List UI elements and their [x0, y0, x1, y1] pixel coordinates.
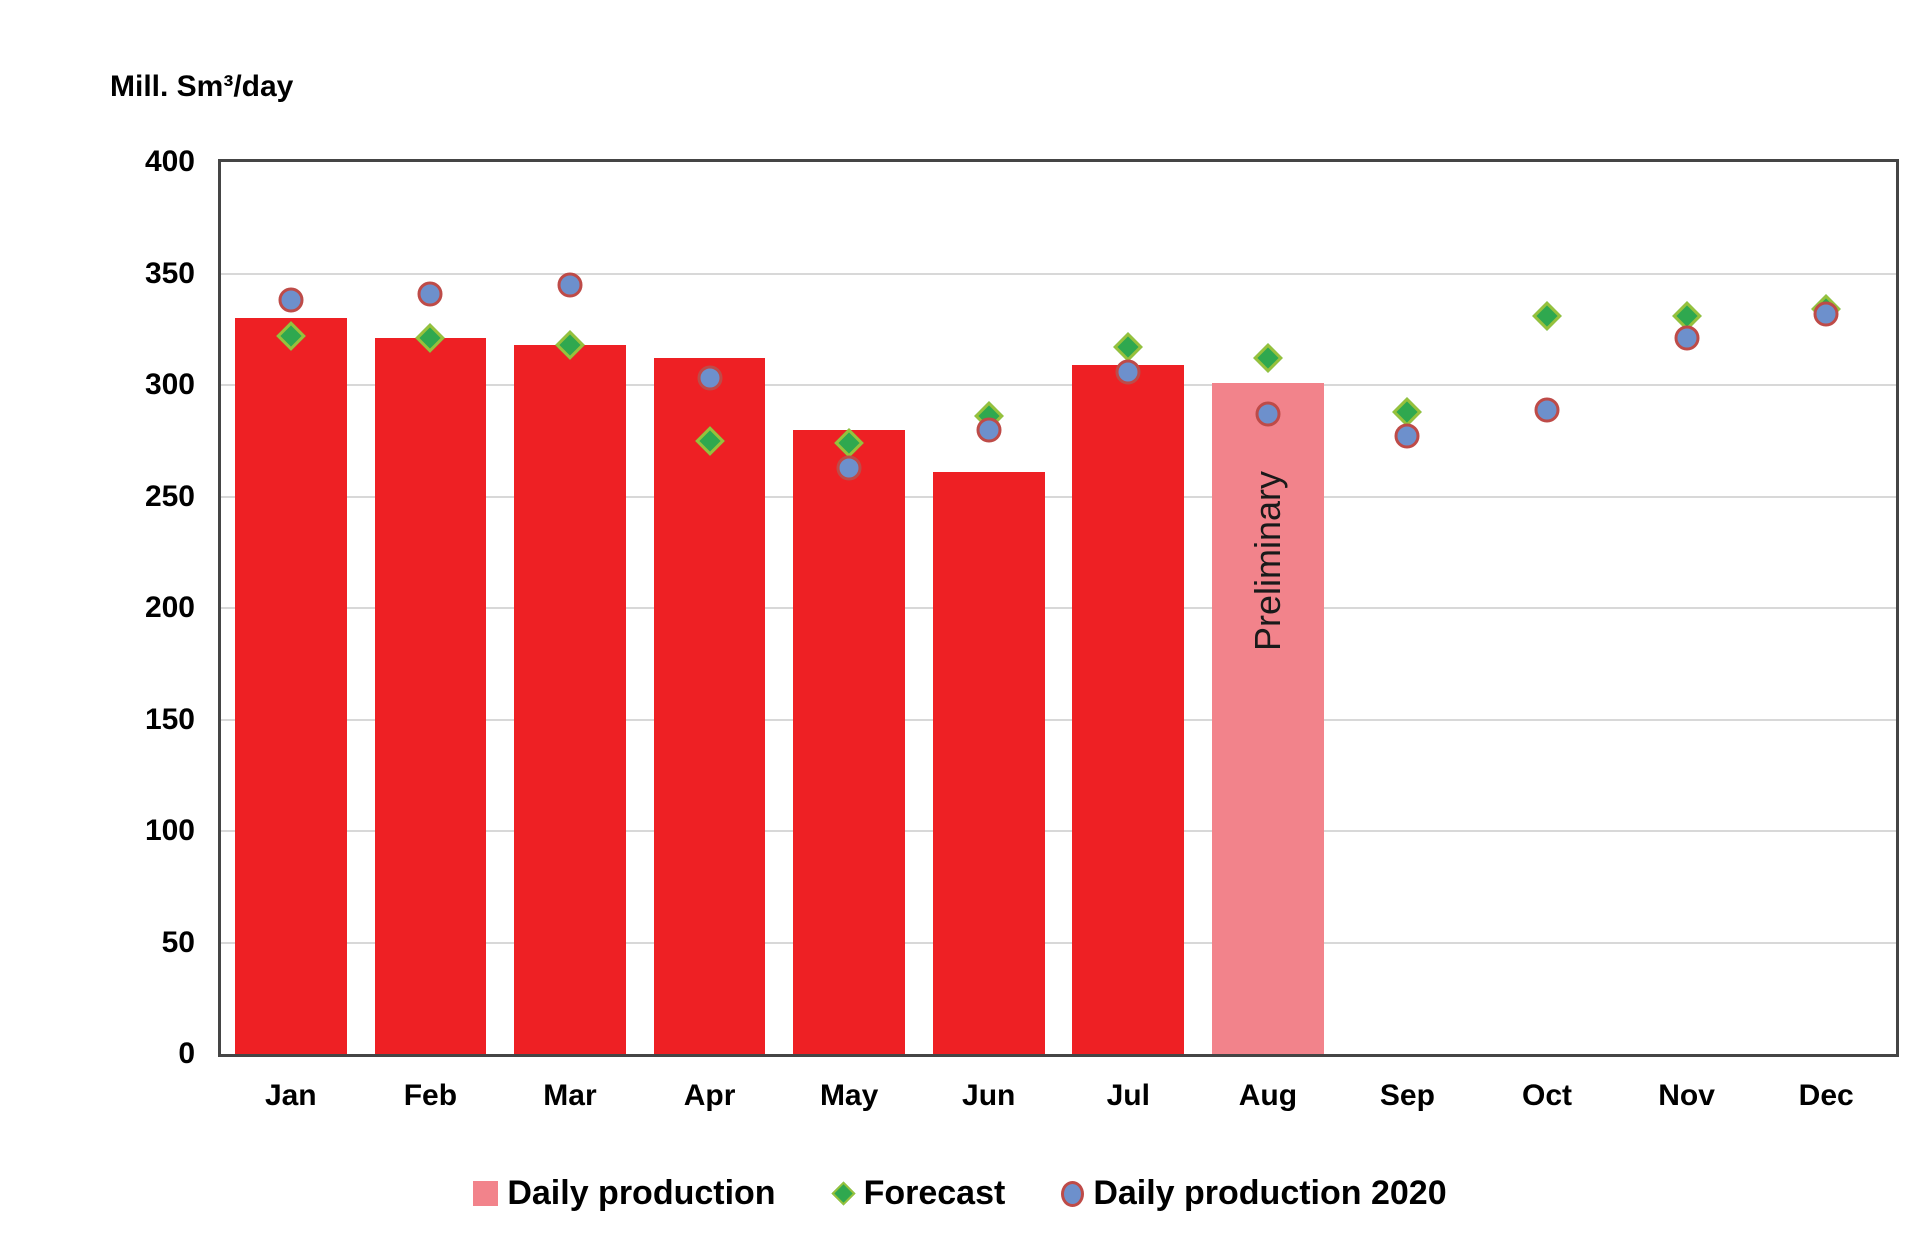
production-2020-circle-sep	[1394, 423, 1420, 449]
gridline	[221, 830, 1896, 832]
bar-apr	[653, 358, 766, 1054]
production-2020-circle-jul	[1115, 359, 1141, 385]
legend-item-1: Forecast	[831, 1174, 1006, 1213]
circle-icon	[1061, 1180, 1085, 1207]
legend-item-2: Daily production 2020	[1061, 1174, 1447, 1213]
legend-label: Daily production	[507, 1174, 776, 1212]
y-tick-label: 100	[144, 814, 195, 847]
bar-mar	[514, 344, 626, 1054]
x-tick-label-jun: Jun	[962, 1079, 1016, 1112]
production-2020-circle-apr	[697, 365, 723, 391]
production-2020-circle-aug	[1255, 401, 1281, 427]
x-tick-label-may: May	[819, 1079, 879, 1112]
preliminary-annotation: Preliminary	[1246, 470, 1288, 651]
bar-may	[793, 429, 905, 1054]
y-tick-label: 150	[144, 702, 195, 736]
gridline	[221, 495, 1896, 498]
production-2020-circle-jun	[976, 417, 1002, 443]
legend-label: Daily production 2020	[1093, 1174, 1447, 1212]
y-tick-label: 350	[144, 256, 195, 290]
legend-label: Forecast	[863, 1174, 1006, 1212]
bar-feb	[374, 338, 487, 1054]
x-tick-label-jan: Jan	[264, 1079, 317, 1112]
y-tick-label: 50	[161, 925, 195, 959]
x-tick-label-jul: Jul	[1106, 1079, 1150, 1112]
y-tick-label: 400	[144, 145, 195, 178]
bar-jan	[234, 318, 347, 1054]
chart-axis-title: Mill. Sm³/day	[110, 70, 294, 103]
bar-jul	[1072, 364, 1185, 1054]
x-tick-label-mar: Mar	[543, 1079, 597, 1112]
production-2020-circle-nov	[1674, 325, 1700, 351]
y-tick-label: 0	[178, 1037, 195, 1070]
x-tick-label-apr: Apr	[683, 1079, 736, 1112]
gridline	[221, 272, 1896, 275]
production-2020-circle-mar	[557, 272, 583, 298]
square-icon	[473, 1181, 499, 1206]
x-tick-label-dec: Dec	[1798, 1079, 1854, 1112]
forecast-diamond-jul	[1113, 332, 1144, 362]
production-2020-circle-feb	[417, 281, 443, 307]
forecast-diamond-oct	[1532, 301, 1562, 331]
x-tick-label-oct: Oct	[1522, 1079, 1573, 1112]
y-tick-label: 250	[144, 479, 195, 513]
chart-legend: Daily production Forecast Daily production…	[0, 1174, 1920, 1213]
x-tick-label-feb: Feb	[403, 1079, 458, 1112]
x-tick-label-sep: Sep	[1379, 1079, 1435, 1112]
legend-item-0: Daily production	[473, 1174, 776, 1213]
production-2020-circle-jan	[278, 287, 304, 313]
bar-aug	[1212, 382, 1324, 1054]
production-2020-circle-oct	[1534, 397, 1560, 423]
gridline	[221, 941, 1896, 944]
production-2020-circle-dec	[1813, 301, 1839, 327]
x-tick-label-nov: Nov	[1658, 1079, 1715, 1112]
y-tick-label: 200	[144, 591, 195, 624]
forecast-diamond-aug	[1253, 343, 1283, 374]
gridline	[221, 718, 1896, 721]
production-2020-circle-may	[836, 455, 862, 480]
y-tick-label: 300	[144, 368, 195, 401]
forecast-diamond-sep	[1392, 396, 1423, 427]
gridline	[221, 384, 1896, 386]
bar-jun	[932, 471, 1045, 1054]
diamond-icon	[831, 1181, 856, 1206]
plot-area: Preliminary	[218, 159, 1899, 1057]
gridline	[221, 607, 1896, 609]
x-tick-label-aug: Aug	[1238, 1079, 1298, 1112]
